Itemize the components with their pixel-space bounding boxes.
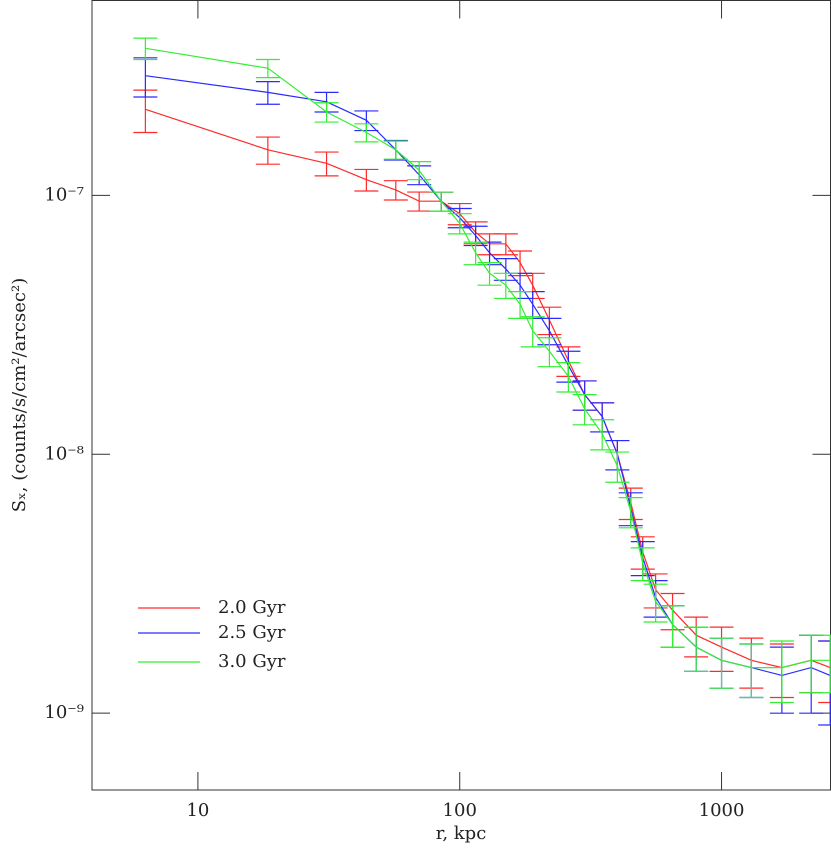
error-bar [605, 451, 630, 483]
legend-label: 3.0 Gyr [218, 651, 286, 672]
error-bar [556, 362, 581, 393]
legend-label: 2.0 Gyr [218, 597, 286, 618]
legend-label: 2.5 Gyr [218, 622, 286, 643]
error-bar [383, 180, 408, 201]
error-bar [407, 191, 432, 212]
y-tick-label: 10⁻⁷ [44, 184, 84, 205]
error-bar [255, 136, 280, 165]
error-bar [684, 626, 709, 673]
error-bar [255, 58, 280, 79]
error-bar [630, 547, 655, 582]
x-tick-label: 1000 [699, 800, 745, 821]
error-bar [493, 272, 518, 300]
series-line [145, 75, 831, 677]
error-bar [477, 262, 502, 286]
error-bar [618, 497, 643, 529]
error-bar [255, 81, 280, 105]
y-tick-label: 10⁻⁹ [44, 702, 84, 723]
error-bar [314, 151, 339, 177]
error-bar [493, 233, 518, 256]
x-tick-label: 100 [443, 800, 477, 821]
error-bar [590, 419, 615, 451]
error-bar [537, 337, 562, 368]
error-bar [769, 640, 794, 704]
error-bar [429, 191, 454, 212]
y-tick-label: 10⁻⁸ [44, 443, 84, 464]
error-bar [354, 168, 379, 192]
error-bar [709, 637, 734, 689]
error-bar [383, 140, 408, 160]
y-axis-label: Sₓ, (counts/s/cm²/arcsec²) [9, 278, 30, 512]
error-bar [739, 643, 764, 699]
error-bar [354, 123, 379, 143]
series-line [145, 108, 831, 669]
error-bar [463, 241, 488, 266]
x-axis-label: r, kpc [436, 823, 487, 844]
series-line [145, 47, 831, 669]
error-bar [818, 634, 831, 694]
error-bar [407, 161, 432, 181]
error-bar [818, 640, 831, 726]
error-bar [133, 37, 158, 61]
error-bar [660, 605, 685, 648]
x-tick-label: 10 [186, 800, 209, 821]
error-bar [572, 394, 597, 426]
error-bar [643, 583, 668, 623]
error-bar [447, 213, 472, 235]
error-bar [314, 102, 339, 123]
error-bar [508, 291, 533, 319]
error-bar [520, 316, 545, 348]
